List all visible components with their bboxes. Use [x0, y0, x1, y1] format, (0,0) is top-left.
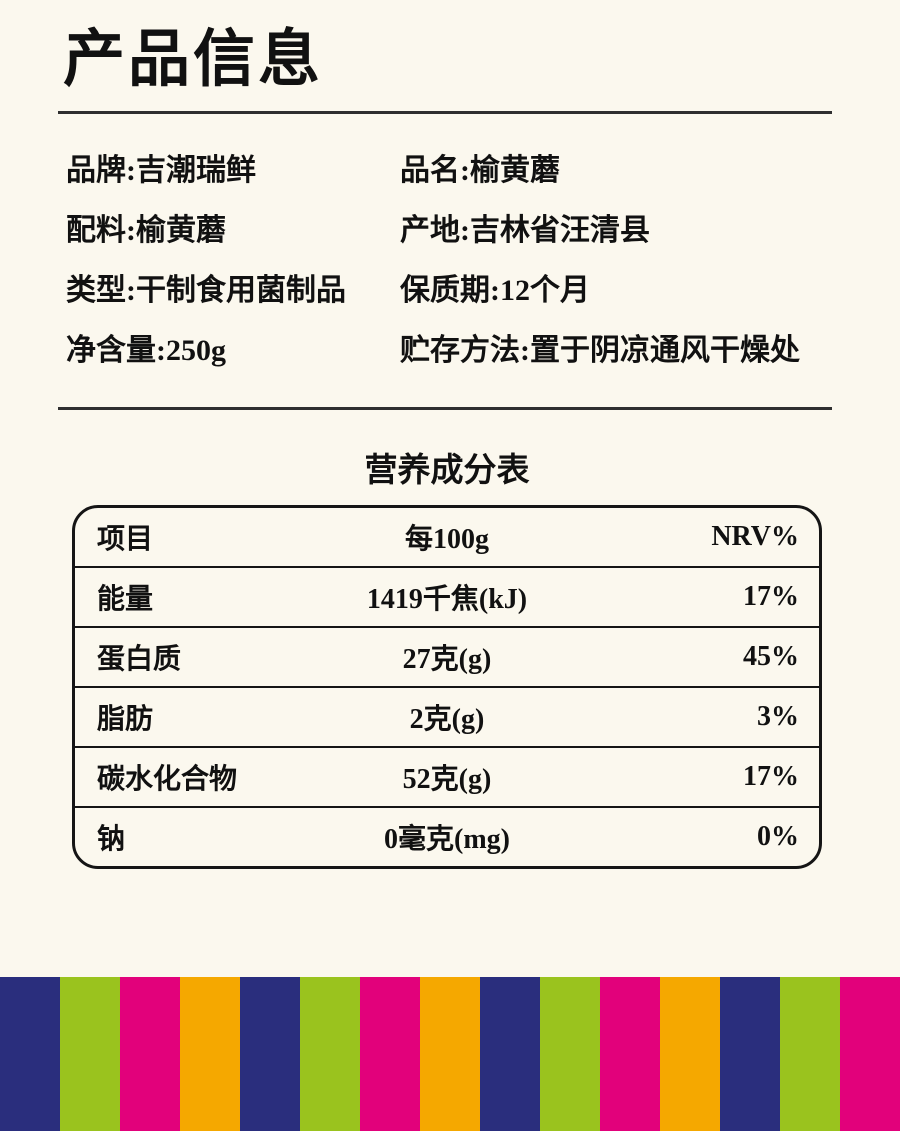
color-stripe — [360, 977, 420, 1131]
nutrition-item-cell: 蛋白质 — [97, 644, 182, 675]
nutrition-item-cell: 钠 — [97, 824, 126, 855]
attribute-ingredient: 配料:榆黄蘑 — [66, 214, 226, 247]
color-stripe — [780, 977, 840, 1131]
nutrition-header-item: 项目 — [97, 524, 154, 555]
attribute-storage: 贮存方法:置于阴凉通风干燥处 — [400, 334, 800, 367]
color-stripe — [120, 977, 180, 1131]
attribute-type: 类型:干制食用菌制品 — [66, 274, 346, 307]
nutrition-nrv-cell: 45% — [743, 641, 799, 672]
nutrition-nrv-cell: 17% — [743, 761, 799, 792]
title-divider — [58, 111, 832, 114]
product-attribute-row: 配料:榆黄蘑 产地:吉林省汪清县 — [0, 201, 900, 261]
color-stripe — [720, 977, 780, 1131]
nutrition-item-cell: 碳水化合物 — [97, 764, 238, 795]
product-attribute-row: 净含量:250g 贮存方法:置于阴凉通风干燥处 — [0, 321, 900, 381]
color-stripe — [660, 977, 720, 1131]
nutrition-value-cell: 2克(g) — [409, 704, 485, 735]
nutrition-nrv-cell: 17% — [743, 581, 799, 612]
color-stripe — [180, 977, 240, 1131]
footer-stripes — [0, 977, 900, 1131]
color-stripe — [300, 977, 360, 1131]
nutrition-item-cell: 能量 — [97, 584, 154, 615]
attribute-origin: 产地:吉林省汪清县 — [400, 214, 650, 247]
attribute-brand: 品牌:吉潮瑞鲜 — [66, 154, 256, 187]
nutrition-value-cell: 52克(g) — [402, 764, 492, 795]
attribute-name: 品名:榆黄蘑 — [400, 154, 560, 187]
product-attribute-row: 品牌:吉潮瑞鲜 品名:榆黄蘑 — [0, 141, 900, 201]
nutrition-value-cell: 1419千焦(kJ) — [366, 584, 528, 615]
nutrition-row-sodium: 钠 0毫克(mg) 0% — [75, 806, 819, 866]
nutrition-item-cell: 脂肪 — [97, 704, 154, 735]
nutrition-row-carbohydrate: 碳水化合物 52克(g) 17% — [75, 746, 819, 806]
attribute-net-weight: 净含量:250g — [66, 334, 226, 367]
color-stripe — [600, 977, 660, 1131]
nutrition-table-title: 营养成分表 — [364, 453, 530, 489]
color-stripe — [840, 977, 900, 1131]
nutrition-header-row: 项目 每100g NRV% — [75, 508, 819, 566]
nutrition-nrv-cell: 3% — [757, 701, 799, 732]
nutrition-value-cell: 27克(g) — [402, 644, 492, 675]
color-stripe — [60, 977, 120, 1131]
color-stripe — [420, 977, 480, 1131]
nutrition-header-nrv: NRV% — [711, 521, 799, 552]
color-stripe — [240, 977, 300, 1131]
nutrition-nrv-cell: 0% — [757, 821, 799, 852]
nutrition-header-per100g: 每100g — [404, 524, 490, 555]
nutrition-row-energy: 能量 1419千焦(kJ) 17% — [75, 566, 819, 626]
product-attributes: 品牌:吉潮瑞鲜 品名:榆黄蘑 配料:榆黄蘑 产地:吉林省汪清县 类型:干制食用菌… — [0, 141, 900, 381]
nutrition-row-protein: 蛋白质 27克(g) 45% — [75, 626, 819, 686]
product-attribute-row: 类型:干制食用菌制品 保质期:12个月 — [0, 261, 900, 321]
page-title: 产品信息 — [63, 26, 324, 94]
attribute-shelf-life: 保质期:12个月 — [400, 274, 590, 307]
nutrition-table: 项目 每100g NRV% 能量 1419千焦(kJ) 17% 蛋白质 27克(… — [72, 505, 822, 869]
color-stripe — [480, 977, 540, 1131]
nutrition-row-fat: 脂肪 2克(g) 3% — [75, 686, 819, 746]
color-stripe — [540, 977, 600, 1131]
color-stripe — [0, 977, 60, 1131]
section-divider — [58, 407, 832, 410]
nutrition-value-cell: 0毫克(mg) — [384, 824, 510, 855]
